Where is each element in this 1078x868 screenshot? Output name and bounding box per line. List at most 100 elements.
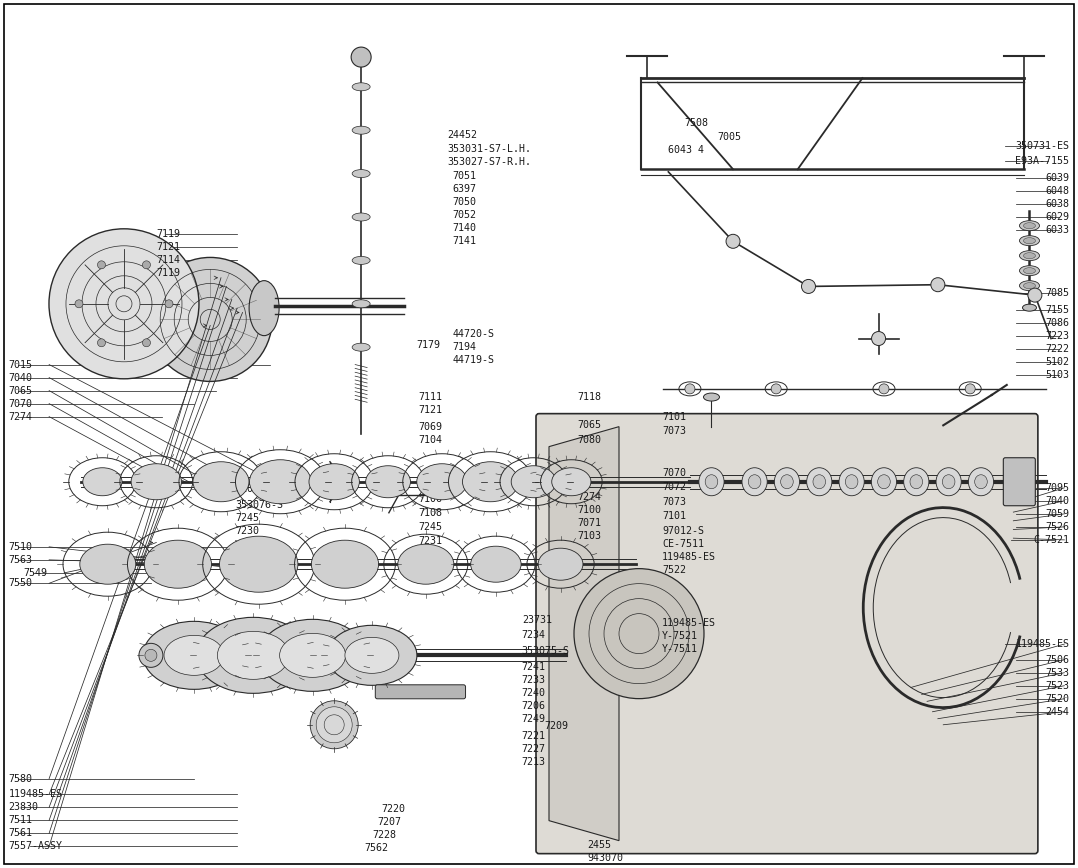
Ellipse shape [353, 82, 370, 91]
Ellipse shape [552, 468, 591, 496]
Text: 7069: 7069 [418, 422, 442, 432]
Ellipse shape [806, 468, 832, 496]
Circle shape [144, 649, 157, 661]
Text: 7233: 7233 [522, 674, 545, 685]
Text: 119485-ES: 119485-ES [662, 618, 716, 628]
Text: 7234: 7234 [522, 630, 545, 641]
Circle shape [142, 339, 151, 347]
Text: 7059: 7059 [1046, 509, 1069, 519]
Circle shape [97, 339, 106, 347]
Text: 7206: 7206 [522, 700, 545, 711]
Text: 7141: 7141 [453, 236, 476, 247]
Text: 5102: 5102 [1046, 357, 1069, 367]
Text: 7523: 7523 [1046, 681, 1069, 691]
Text: 6048: 6048 [1046, 186, 1069, 196]
Text: 7227: 7227 [522, 744, 545, 754]
Text: 7533: 7533 [1046, 667, 1069, 678]
Text: 7557-ASSY: 7557-ASSY [9, 841, 63, 852]
Ellipse shape [877, 475, 890, 489]
Text: 7080: 7080 [578, 435, 602, 445]
Ellipse shape [132, 464, 181, 500]
Text: 6039: 6039 [1046, 173, 1069, 183]
Text: 7050: 7050 [453, 197, 476, 207]
Text: 7526: 7526 [1046, 522, 1069, 532]
Text: 7179: 7179 [416, 340, 440, 351]
Ellipse shape [780, 475, 793, 489]
Text: 6033: 6033 [1046, 225, 1069, 235]
Ellipse shape [345, 637, 399, 674]
Circle shape [316, 707, 353, 743]
Ellipse shape [1023, 304, 1036, 312]
Text: 44719-S: 44719-S [453, 355, 495, 365]
Text: 7510: 7510 [9, 542, 32, 552]
Ellipse shape [871, 468, 897, 496]
Text: 7121: 7121 [418, 404, 442, 415]
Text: 7109: 7109 [235, 483, 259, 494]
Ellipse shape [327, 625, 417, 686]
Circle shape [148, 258, 273, 381]
Text: 7121: 7121 [156, 242, 180, 253]
Text: 7520: 7520 [1046, 694, 1069, 704]
Ellipse shape [471, 546, 521, 582]
Text: 7052: 7052 [453, 210, 476, 220]
Text: Y-7511: Y-7511 [662, 644, 697, 654]
Text: Y-7562: Y-7562 [235, 540, 271, 550]
Text: 7522: 7522 [662, 565, 686, 575]
Text: Y-7521: Y-7521 [662, 631, 697, 641]
Text: 7103: 7103 [578, 531, 602, 542]
Text: 7561: 7561 [9, 828, 32, 838]
Ellipse shape [353, 126, 370, 135]
Text: 7249: 7249 [522, 713, 545, 724]
Ellipse shape [353, 256, 370, 265]
Ellipse shape [365, 466, 411, 497]
Text: 7563: 7563 [9, 555, 32, 565]
Text: 7070: 7070 [662, 468, 686, 478]
Text: 7220: 7220 [382, 804, 405, 814]
Text: 7222: 7222 [1046, 344, 1069, 354]
Text: 7095: 7095 [1046, 483, 1069, 493]
Text: 6043 4: 6043 4 [668, 145, 704, 155]
Circle shape [139, 643, 163, 667]
Text: 24452: 24452 [447, 129, 478, 140]
Ellipse shape [774, 468, 800, 496]
Text: 7070: 7070 [9, 398, 32, 409]
Text: 119485-ES: 119485-ES [662, 552, 716, 562]
Text: 7040: 7040 [1046, 496, 1069, 506]
Circle shape [142, 260, 151, 269]
Text: 7015: 7015 [9, 359, 32, 370]
Ellipse shape [312, 540, 378, 589]
Text: 7108: 7108 [418, 508, 442, 518]
Circle shape [75, 299, 83, 308]
Text: 353031-S7-L.H.: 353031-S7-L.H. [447, 144, 531, 155]
Text: 7238: 7238 [418, 549, 442, 559]
Text: 119485-ES: 119485-ES [9, 789, 63, 799]
Ellipse shape [353, 169, 370, 178]
Ellipse shape [748, 475, 761, 489]
Ellipse shape [936, 468, 962, 496]
Ellipse shape [353, 299, 370, 308]
Text: 7106: 7106 [418, 494, 442, 504]
FancyBboxPatch shape [375, 685, 466, 699]
Text: 943070: 943070 [588, 852, 623, 863]
Ellipse shape [742, 468, 768, 496]
Text: 23830: 23830 [235, 566, 265, 576]
Text: 6397: 6397 [453, 184, 476, 194]
Text: 7207: 7207 [377, 817, 401, 827]
Text: 7073: 7073 [662, 426, 686, 437]
Circle shape [965, 384, 976, 394]
Ellipse shape [1020, 280, 1039, 291]
Text: 7111: 7111 [418, 391, 442, 402]
Ellipse shape [143, 621, 245, 689]
Text: 7231: 7231 [418, 536, 442, 546]
Ellipse shape [839, 468, 865, 496]
Circle shape [351, 47, 371, 67]
Ellipse shape [699, 468, 724, 496]
Text: 7101: 7101 [662, 511, 686, 522]
Ellipse shape [538, 549, 583, 580]
Ellipse shape [1023, 283, 1036, 289]
Text: 7230: 7230 [235, 526, 259, 536]
Text: E93A-7155: E93A-7155 [1015, 155, 1069, 166]
Text: 7085: 7085 [1046, 287, 1069, 298]
Text: 7209: 7209 [544, 720, 568, 731]
Text: 23731: 23731 [522, 615, 552, 625]
